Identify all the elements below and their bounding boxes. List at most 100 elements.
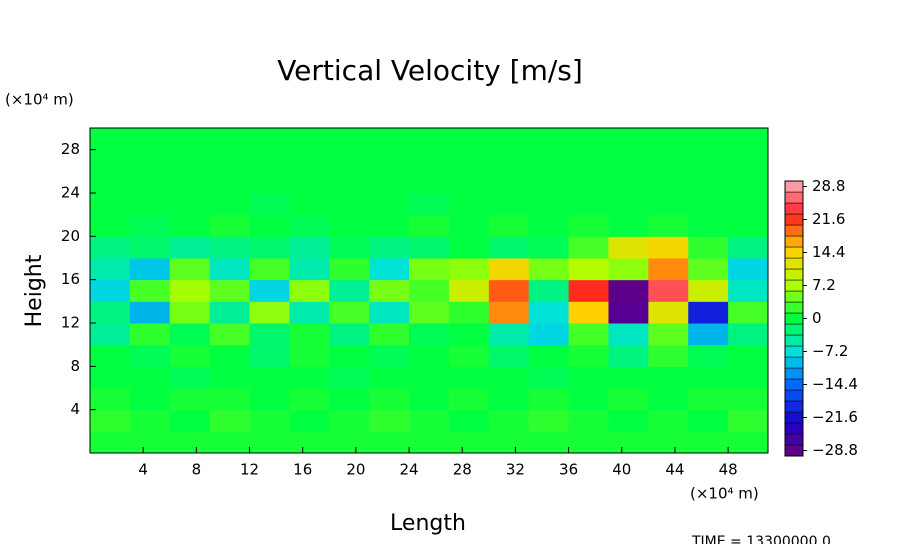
cell [688, 344, 729, 367]
cell [369, 431, 410, 454]
cell [209, 258, 251, 281]
colorbar-box [784, 279, 804, 292]
x-tick-label: 40 [612, 461, 631, 479]
cell [90, 323, 131, 346]
cell [648, 149, 689, 172]
cell [648, 431, 689, 454]
cell [369, 388, 410, 411]
cell [169, 366, 211, 389]
cell [648, 128, 689, 151]
cell [90, 344, 131, 367]
cell [329, 236, 370, 259]
colorbar-box [784, 378, 804, 391]
cell [209, 214, 251, 237]
cell [209, 366, 251, 389]
colorbar-box [784, 213, 804, 226]
y-tick-label: 8 [70, 357, 80, 375]
cell [409, 366, 450, 389]
colorbar-tick-label: −21.6 [812, 408, 858, 426]
cell [608, 301, 649, 324]
cell [329, 193, 370, 216]
cell [90, 279, 131, 302]
cell [488, 128, 530, 151]
cell [528, 388, 570, 411]
cell [648, 214, 689, 237]
x-tick-label: 24 [400, 461, 419, 479]
cell [169, 388, 211, 411]
cell [289, 193, 330, 216]
colorbar-box [784, 345, 804, 358]
cell [448, 323, 490, 346]
cell [249, 409, 290, 432]
cell [409, 279, 450, 302]
cell [648, 388, 689, 411]
cell [169, 323, 211, 346]
cell [249, 258, 290, 281]
x-tick-label: 48 [719, 461, 738, 479]
cell [568, 301, 609, 324]
cell [528, 431, 570, 454]
cell [289, 258, 330, 281]
cell [209, 409, 251, 432]
colorbar-tick-label: −28.8 [812, 441, 858, 459]
y-tick-label: 16 [61, 270, 80, 288]
cell [409, 344, 450, 367]
colorbar-box [784, 444, 804, 457]
cell [369, 149, 410, 172]
cell [289, 366, 330, 389]
colorbar-tick-label: 0 [812, 309, 822, 327]
colorbar-box [784, 312, 804, 325]
cell [129, 171, 171, 194]
cell [488, 388, 530, 411]
cell [648, 279, 689, 302]
cell [528, 171, 570, 194]
cell [329, 258, 370, 281]
colorbar-box [784, 367, 804, 380]
cell [129, 388, 171, 411]
x-tick-label: 4 [138, 461, 148, 479]
cell [169, 409, 211, 432]
colorbar-box [784, 301, 804, 314]
cell [608, 214, 649, 237]
cell [369, 128, 410, 151]
cell [608, 279, 649, 302]
cell [688, 128, 729, 151]
cell [409, 236, 450, 259]
cell [528, 301, 570, 324]
cell [728, 171, 769, 194]
x-unit: (×10⁴ m) [690, 485, 759, 503]
cell [448, 279, 490, 302]
colorbar-box [784, 400, 804, 413]
x-tick-label: 36 [559, 461, 578, 479]
cell [448, 301, 490, 324]
colorbar-box [784, 180, 804, 193]
cell [369, 366, 410, 389]
cell [608, 128, 649, 151]
cell [249, 344, 290, 367]
cell [608, 171, 649, 194]
cell [688, 431, 729, 454]
cell [409, 431, 450, 454]
cell [488, 344, 530, 367]
cell [688, 323, 729, 346]
cell [289, 171, 330, 194]
cell [209, 128, 251, 151]
cell [329, 323, 370, 346]
cell [648, 301, 689, 324]
cell [608, 236, 649, 259]
colorbar-tick-label: −7.2 [812, 342, 848, 360]
cell [648, 409, 689, 432]
cell [528, 193, 570, 216]
colorbar-box [784, 235, 804, 248]
cell [90, 388, 131, 411]
cell [409, 388, 450, 411]
x-tick-label: 20 [346, 461, 365, 479]
cell [129, 279, 171, 302]
cell [448, 171, 490, 194]
cell [289, 388, 330, 411]
cell [409, 301, 450, 324]
cell [728, 344, 769, 367]
cell [90, 301, 131, 324]
cell [728, 388, 769, 411]
